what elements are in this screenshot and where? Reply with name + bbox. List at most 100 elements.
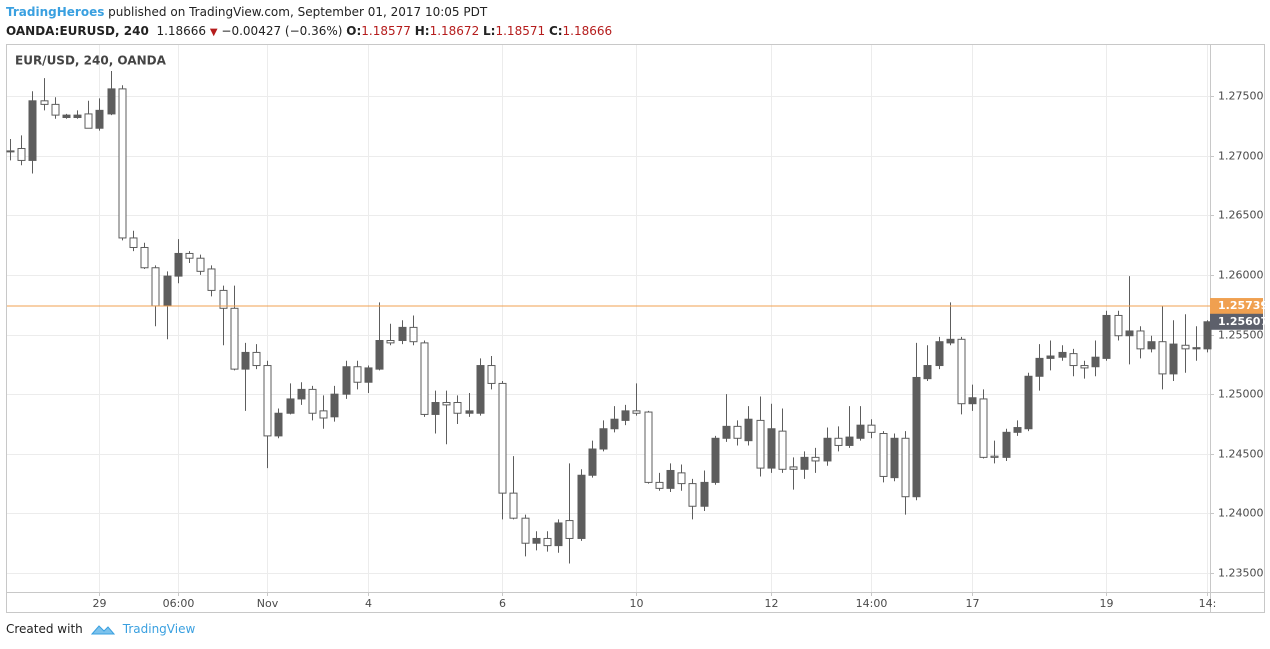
candle-body [767,428,776,469]
candle-body [688,483,697,507]
last: 1.18666 [156,24,207,38]
candle-body [722,425,731,439]
symbol: OANDA:EURUSD, 240 [6,24,149,38]
candle-body [185,252,194,259]
candle-body [811,456,820,462]
candle-body [1181,344,1190,350]
candle-body [1002,431,1011,458]
candle-body [398,326,407,342]
candle-body [789,466,798,470]
candle-body [319,410,328,419]
y-tick-label: 1.25500 [1218,329,1264,342]
candle-body [867,424,876,433]
x-tick-label: 17 [966,597,980,610]
candle-body [756,419,765,469]
candle-body [107,88,116,115]
candle-body [610,418,619,430]
candle-body [912,376,921,498]
candle-body [375,340,384,370]
candle-body [151,267,160,307]
brand[interactable]: TradingView [122,622,196,636]
candle-body [1091,356,1100,368]
candle-body [163,275,172,307]
x-tick-label: 6 [499,597,506,610]
candle-body [644,411,653,483]
candle-body [129,237,138,248]
candle-body [28,100,37,161]
candle-body [409,326,418,343]
candle-body [118,88,127,239]
candle-body [1147,341,1156,350]
candle-body [677,472,686,485]
candle-body [901,437,910,498]
candle-body [800,456,809,470]
grid [7,45,1214,596]
candle-body [386,340,395,344]
candle-body [778,430,787,470]
x-tick-label: 19 [1100,597,1114,610]
candle-body [1125,330,1134,337]
x-tick-label: 12 [765,597,779,610]
down-arrow: ▼ [209,27,218,38]
candle-body [487,365,496,384]
price-line-badge [1210,298,1263,315]
candle-body [465,410,474,414]
candle-body [845,436,854,446]
candle-body [308,388,317,414]
c-label: C: [548,24,563,38]
candle-body [17,148,26,161]
candle-body [297,388,306,400]
candle-body [990,455,999,458]
candle-body [1035,357,1044,377]
candle-body [263,365,272,437]
x-tick-label: 14:00 [856,597,888,610]
price-line-label: 1.25739 [1218,299,1268,312]
candle-body [84,113,93,129]
candle-body [1158,341,1167,375]
candle-body [621,410,630,421]
candle-body [241,351,250,370]
candle-body [1169,343,1178,375]
header-line-1: TradingHeroes published on TradingView.c… [6,3,612,22]
candle-body [655,481,664,489]
change: −0.00427 (−0.36%) [221,24,343,38]
candle-body [632,410,641,414]
candle-body [666,469,675,489]
overlay [7,298,1263,330]
candle-body [230,307,239,370]
candle-body [1114,314,1123,337]
candle-body [856,424,865,439]
candle-body [62,114,71,119]
candle-body [342,366,351,395]
last-price-badge [1210,313,1263,330]
published: published on TradingView.com, September … [108,5,488,19]
x-tick-label: Nov [257,597,279,610]
header: TradingHeroes published on TradingView.c… [6,3,612,42]
c-value: 1.18666 [562,24,613,38]
candle-body [823,437,832,462]
author[interactable]: TradingHeroes [6,5,105,19]
candle-body [364,367,373,383]
candle-body [207,268,216,291]
candle-body [599,428,608,450]
candle-body [1192,347,1201,350]
candles [6,70,1212,564]
candle-body [711,437,720,483]
y-tick-label: 1.27500 [1218,90,1264,103]
h-value: 1.18672 [429,24,480,38]
candle-body [1203,321,1212,350]
candle-body [174,252,183,277]
candle-body [453,402,462,414]
candle-body [890,437,899,479]
candle-body [442,402,451,406]
candle-body [923,365,932,380]
x-tick-label: 14: [1199,597,1217,610]
candle-body [946,338,955,344]
candle-body [274,412,283,437]
candle-body [733,425,742,439]
candle-body [498,382,507,494]
y-tick-label: 1.24000 [1218,507,1264,520]
candle-body [476,365,485,414]
candle-body [95,109,104,129]
